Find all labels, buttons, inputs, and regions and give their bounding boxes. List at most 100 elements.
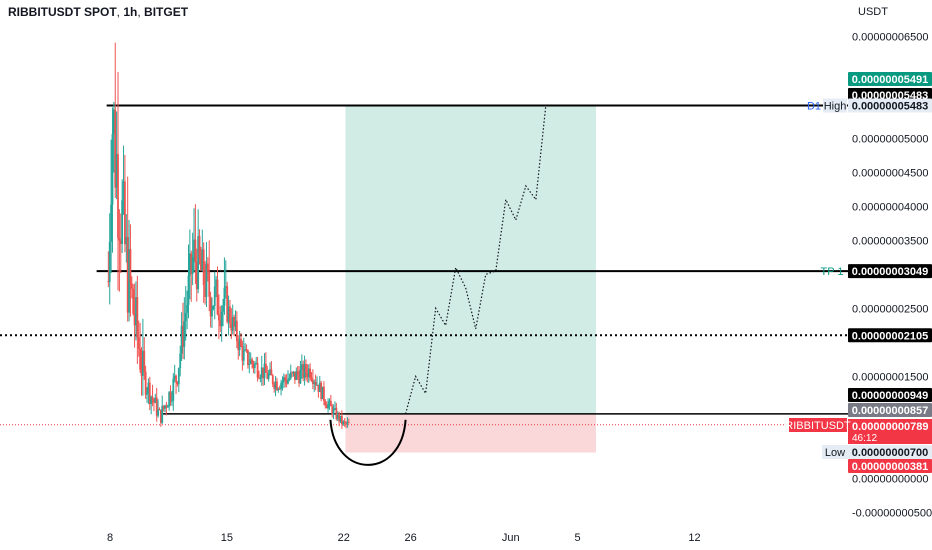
candle — [313, 379, 316, 392]
cup-arc[interactable] — [329, 419, 407, 466]
candle — [191, 232, 194, 286]
drawings[interactable] — [329, 105, 547, 466]
symbol-header[interactable]: RIBBITUSDT SPOT, 1h, BITGET — [8, 5, 188, 19]
candle — [278, 385, 281, 390]
candle-body — [247, 350, 249, 366]
candle-body — [267, 374, 270, 379]
candle — [208, 240, 211, 312]
candle — [269, 362, 271, 376]
gray-price-badge-bg — [848, 403, 932, 417]
candle — [305, 359, 307, 381]
candle-body — [201, 249, 204, 271]
candle — [325, 401, 328, 409]
candle — [112, 101, 115, 173]
candle-body — [273, 384, 276, 389]
candle-body — [298, 374, 300, 384]
candle-body — [240, 338, 242, 347]
candle-body — [195, 262, 198, 290]
candle-body — [121, 200, 124, 245]
d1-high-price-badge-text: 0.00000005483 — [852, 101, 928, 113]
candle — [296, 366, 299, 380]
candle — [137, 320, 140, 357]
projection-path[interactable] — [405, 105, 547, 414]
candle — [248, 351, 251, 374]
time-tick-label: 15 — [221, 532, 233, 544]
candle-body — [317, 384, 320, 392]
target-zone[interactable] — [345, 105, 596, 414]
candle — [135, 281, 137, 341]
candle-body — [209, 296, 212, 317]
candle — [247, 349, 249, 369]
candle — [186, 290, 189, 330]
level-lines[interactable] — [0, 104, 848, 426]
candle — [238, 330, 241, 357]
candle-body — [276, 381, 278, 391]
candle-body — [314, 382, 317, 385]
candle — [173, 364, 176, 383]
candle-body — [296, 371, 299, 375]
candle — [237, 335, 240, 360]
candle — [291, 371, 294, 378]
candle-body — [112, 109, 115, 134]
candle-body — [324, 401, 327, 406]
candle — [276, 377, 278, 391]
candle-body — [200, 258, 202, 271]
candle — [280, 379, 282, 396]
low-label: Low — [822, 445, 848, 459]
time-axis[interactable]: 8 15 22 26 Jun 5 12 — [107, 532, 701, 544]
candle-body — [302, 364, 305, 378]
countdown-text: 46:12 — [852, 433, 877, 444]
price-tick-label: 0.00000003500 — [852, 235, 928, 247]
candle-body — [118, 238, 121, 241]
candle — [193, 208, 195, 273]
candle — [201, 229, 204, 272]
candle — [282, 373, 285, 389]
candle-body — [188, 253, 191, 276]
candle — [172, 373, 175, 411]
candle — [229, 299, 231, 329]
d1-high-price-badge: 0.00000005483 — [848, 98, 932, 113]
candle-body — [161, 405, 164, 423]
candle-body — [147, 382, 150, 393]
candle-body — [305, 364, 307, 374]
candle-body — [183, 321, 186, 347]
candle — [211, 297, 213, 328]
candle — [217, 294, 220, 340]
price-tick-label: -0.00000000500 — [852, 507, 932, 519]
candle — [241, 340, 244, 371]
candle — [159, 409, 162, 427]
candle-body — [219, 320, 222, 327]
interval-label[interactable]: 1h — [123, 5, 138, 19]
candle-body — [271, 375, 274, 385]
candle-body — [274, 381, 277, 389]
candle-body — [208, 271, 211, 297]
candle-body — [154, 397, 157, 403]
price-axis[interactable]: 0.00000006500 0.00000005000 0.00000004500 0… — [852, 31, 932, 519]
candle-body — [280, 383, 282, 389]
candle-body — [231, 316, 234, 331]
candle-body — [238, 338, 241, 351]
candle-body — [217, 314, 220, 321]
candle — [227, 295, 230, 336]
candle — [339, 415, 342, 424]
candle-body — [277, 388, 280, 391]
candle-body — [216, 279, 219, 315]
candle-body — [211, 308, 213, 317]
candle — [311, 369, 314, 390]
candle-body — [328, 400, 331, 404]
candle — [294, 371, 296, 384]
candle-body — [226, 286, 229, 322]
entry-price-badge: 0.00000000949 — [848, 388, 932, 402]
candle-body — [135, 297, 137, 326]
price-tick-label: 0.00000001500 — [852, 371, 928, 383]
candle-body — [300, 364, 303, 370]
candle-body — [114, 109, 117, 188]
candle-body — [141, 350, 144, 376]
candle-body — [180, 325, 183, 354]
candle-body — [126, 237, 129, 313]
candle — [252, 360, 255, 374]
stop-zone[interactable] — [345, 413, 596, 453]
candle — [182, 302, 184, 360]
